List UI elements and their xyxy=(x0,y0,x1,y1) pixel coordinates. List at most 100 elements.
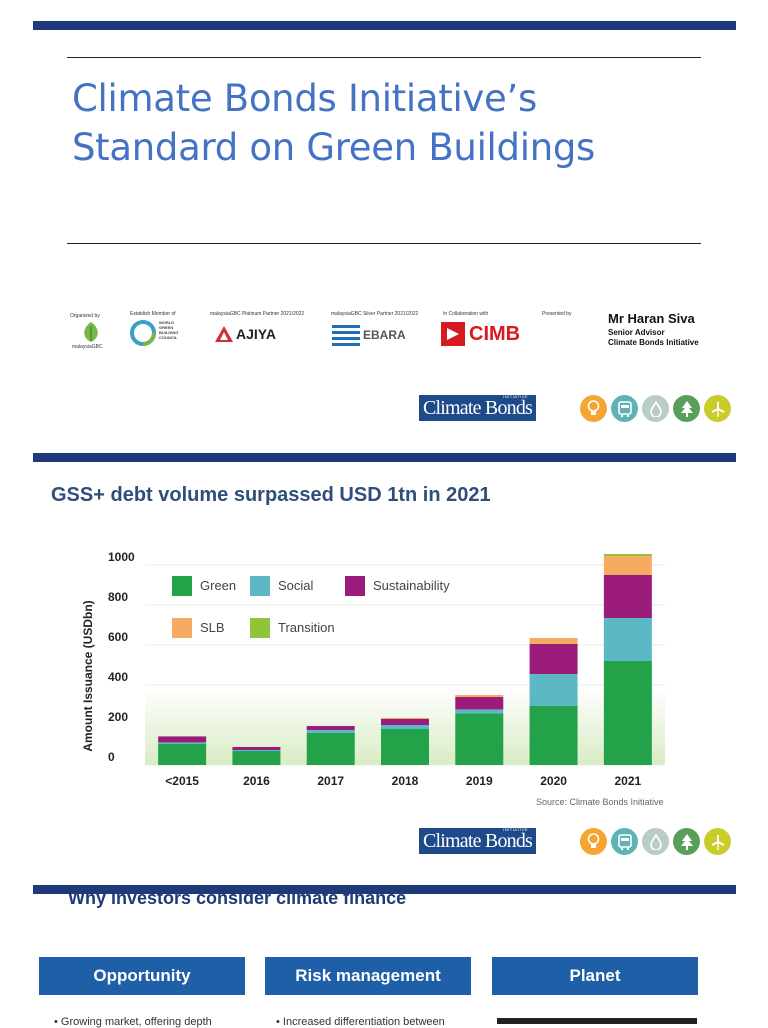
legend-label: Green xyxy=(200,578,236,593)
sponsor-label-collab: In Collaboration with xyxy=(443,311,489,317)
title-rule-bottom xyxy=(67,243,701,244)
sponsor-label-member: Establish Member of xyxy=(130,311,176,317)
legend-label: Transition xyxy=(278,620,335,635)
wind-turbine-icon xyxy=(704,395,731,422)
ebara-logo: EBARA xyxy=(332,323,406,347)
bar-segment-green xyxy=(232,751,281,765)
cimb-logo: CIMB xyxy=(441,322,520,346)
bar-segment-slb xyxy=(529,638,578,644)
transport-icon xyxy=(611,828,638,855)
y-axis-label: Amount Issuance (USDbn) xyxy=(81,600,95,751)
climate-bonds-logo: Climate Bonds INITIATIVE xyxy=(419,394,537,421)
bar-segment-green xyxy=(603,661,652,765)
chart-source: Source: Climate Bonds Initiative xyxy=(536,797,664,807)
legend-swatch xyxy=(250,618,270,638)
bar-segment-sustainability xyxy=(232,747,281,750)
slide2-top-bar xyxy=(33,453,736,462)
sector-icons-2 xyxy=(580,828,731,855)
malaysiagbc-logo xyxy=(76,320,106,348)
sponsor-label-silver: malaysiaGBC Silver Partner 2021/2022 xyxy=(331,311,419,317)
climate-bonds-logo-super: INITIATIVE xyxy=(503,394,529,399)
slide1-title-line1: Climate Bonds Initiative’s xyxy=(72,77,537,120)
energy-bulb-icon xyxy=(580,828,607,855)
bar-segment-slb xyxy=(381,718,429,719)
y-tick-label: 600 xyxy=(108,630,128,644)
legend-swatch xyxy=(172,576,192,596)
bullet-risk: • Increased differentiation between xyxy=(276,1016,445,1028)
legend-label: Social xyxy=(278,578,314,593)
bar-segment-slb xyxy=(603,556,652,575)
presenter-role: Senior Advisor xyxy=(608,328,665,337)
bar-segment-sustainability xyxy=(158,736,207,743)
forest-tree-icon xyxy=(673,395,700,422)
transport-icon xyxy=(611,395,638,422)
legend-swatch xyxy=(172,618,192,638)
card-opportunity: Opportunity xyxy=(39,957,245,995)
bullet-opportunity: • Growing market, offering depth xyxy=(54,1016,212,1028)
y-tick-label: 200 xyxy=(108,710,128,724)
ebara-mark-icon xyxy=(332,325,360,346)
x-tick-label: 2018 xyxy=(392,774,419,788)
bullet-opportunity-text: Growing market, offering depth xyxy=(60,1016,212,1028)
malaysiagbc-logo-text: malaysiaGBC xyxy=(72,344,103,350)
bar-segment-sustainability xyxy=(381,719,429,725)
bar-segment-social xyxy=(603,618,652,661)
legend-swatch xyxy=(345,576,365,596)
presenter-org: Climate Bonds Initiative xyxy=(608,338,699,347)
climate-bonds-logo-text-2: Climate Bonds xyxy=(423,830,533,852)
bar-segment-slb xyxy=(455,695,504,697)
cimb-mark-icon xyxy=(441,322,465,346)
bullet-risk-text: Increased differentiation between xyxy=(282,1016,445,1028)
ajiya-mark-icon xyxy=(215,326,233,342)
ajiya-logo: AJIYA xyxy=(214,325,276,343)
x-tick-label: 2021 xyxy=(615,774,642,788)
ebara-logo-text: EBARA xyxy=(363,328,406,342)
sponsor-label-presented: Presented by xyxy=(542,311,572,317)
bar-segment-sustainability xyxy=(603,575,652,618)
climate-bonds-logo-text: Climate Bonds xyxy=(423,397,533,419)
worldgbc-logo-text: WORLD GREEN BUILDING COUNCIL xyxy=(159,320,179,340)
bar-segment-social xyxy=(529,674,578,706)
planet-image xyxy=(497,1018,697,1024)
bar-segment-green xyxy=(381,729,429,765)
x-tick-label: 2017 xyxy=(317,774,344,788)
worldgbc-logo xyxy=(130,320,156,346)
slide3-top-bar xyxy=(33,885,736,894)
bar-segment-sustainability xyxy=(306,726,355,730)
issuance-bar-chart: 0 200 400 600 800 1000 Amount Issuance (USDbn… xyxy=(81,550,665,788)
y-tick-label: 800 xyxy=(108,590,128,604)
y-tick-label: 1000 xyxy=(108,550,135,564)
x-tick-label: 2020 xyxy=(540,774,567,788)
bar-segment-social xyxy=(306,730,355,733)
cimb-logo-text: CIMB xyxy=(469,322,521,345)
bar-segment-green xyxy=(306,733,355,765)
card-risk-management: Risk management xyxy=(265,957,471,995)
bar-segment-green xyxy=(529,706,578,765)
bar-segment-green xyxy=(158,744,207,765)
bar-segment-social xyxy=(381,725,429,729)
legend-label: Sustainability xyxy=(373,578,450,593)
water-drop-icon xyxy=(642,828,669,855)
slide1-title-line2: Standard on Green Buildings xyxy=(72,126,596,169)
bar-segment-social xyxy=(158,742,207,744)
bar-segment-social xyxy=(455,709,504,714)
sponsor-label-platinum: malaysiaGBC Platinum Partner 2021/2022 xyxy=(210,311,305,317)
forest-tree-icon xyxy=(673,828,700,855)
sponsor-label-organizer: Organized by xyxy=(70,313,100,319)
x-tick-label: <2015 xyxy=(165,774,199,788)
y-tick-label: 0 xyxy=(108,750,115,764)
legend-label: SLB xyxy=(200,620,225,635)
energy-bulb-icon xyxy=(580,395,607,422)
bar-segment-sustainability xyxy=(455,697,504,710)
bar-segment-transition xyxy=(603,554,652,556)
slide1-top-bar xyxy=(33,21,736,30)
wind-turbine-icon xyxy=(704,828,731,855)
x-tick-label: 2016 xyxy=(243,774,270,788)
bar-segment-social xyxy=(232,750,281,751)
y-tick-label: 400 xyxy=(108,670,128,684)
presenter-name: Mr Haran Siva xyxy=(608,311,695,326)
title-rule-top xyxy=(67,57,701,58)
climate-bonds-logo-2: Climate Bonds INITIATIVE xyxy=(419,827,537,854)
bar-segment-green xyxy=(455,713,504,765)
ajiya-logo-text: AJIYA xyxy=(236,326,276,342)
